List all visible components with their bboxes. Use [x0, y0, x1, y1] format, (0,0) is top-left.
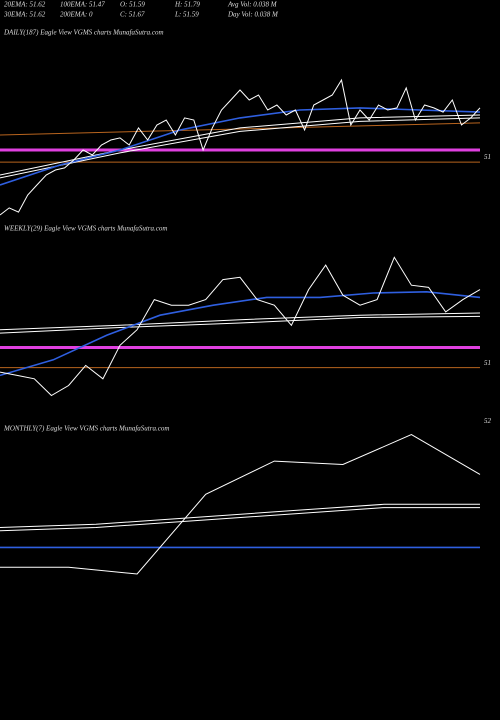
header-stat: Avg Vol: 0.038 M: [227, 1, 278, 9]
header-stat: 20EMA: 51.62: [4, 1, 46, 9]
panel-title: MONTHLY(7) Eagle View VGMS charts Munafa…: [3, 425, 169, 433]
price-line: [0, 434, 481, 575]
header-stat: 30EMA: 51.62: [3, 11, 46, 19]
price-line: [0, 290, 481, 377]
price-line: [0, 503, 480, 528]
header-stat: Day Vol: 0.038 M: [227, 11, 279, 19]
price-line: [0, 107, 481, 186]
y-tick-label: 51: [484, 359, 491, 367]
price-line: [0, 312, 481, 331]
price-line: [0, 122, 481, 136]
price-line: [0, 256, 481, 397]
panel-title: WEEKLY(29) Eagle View VGMS charts Munafa…: [4, 225, 167, 233]
header-stat: 100EMA: 51.47: [60, 1, 105, 9]
price-line: [0, 78, 481, 216]
header-stat: C: 51.67: [120, 11, 145, 19]
header-stat: O: 51.59: [120, 1, 145, 9]
y-tick-label: 52: [484, 417, 492, 425]
header-stat: L: 51.59: [174, 11, 199, 19]
price-line: [0, 117, 481, 179]
panel-title: DAILY(187) Eagle View VGMS charts Munafa…: [3, 29, 164, 37]
price-line: [0, 114, 481, 176]
price-line: [0, 315, 481, 334]
price-line: [0, 507, 480, 532]
header-stat: 200EMA: 0: [60, 11, 93, 19]
y-tick-label: 51: [484, 153, 491, 161]
header-stat: H: 51.79: [174, 1, 200, 9]
